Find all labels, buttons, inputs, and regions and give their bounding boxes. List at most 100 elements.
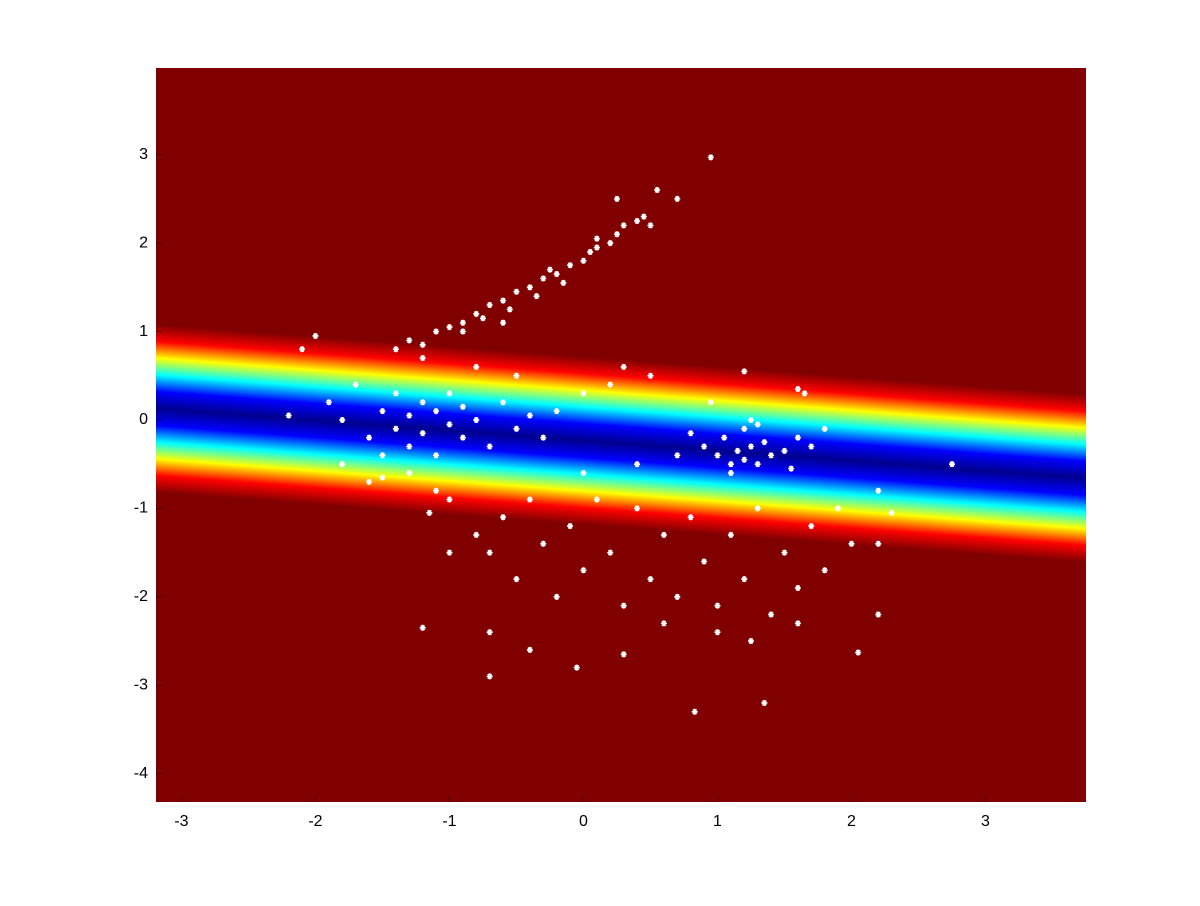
point (446, 390, 453, 397)
point (433, 487, 440, 494)
point (526, 496, 533, 503)
point (339, 416, 346, 423)
point (426, 509, 433, 516)
point (479, 315, 486, 322)
point (794, 434, 801, 441)
point (855, 649, 862, 656)
point (567, 262, 574, 269)
point (473, 363, 480, 370)
point (794, 584, 801, 591)
point (433, 408, 440, 415)
x-tick-label: 1 (713, 813, 722, 830)
point (687, 514, 694, 521)
point (687, 430, 694, 437)
point (727, 461, 734, 468)
point (634, 505, 641, 512)
point (419, 624, 426, 631)
point (406, 412, 413, 419)
point (754, 505, 761, 512)
point (647, 222, 654, 229)
point (459, 328, 466, 335)
point (526, 646, 533, 653)
point (513, 425, 520, 432)
point (473, 531, 480, 538)
point (607, 549, 614, 556)
point (526, 284, 533, 291)
point (379, 474, 386, 481)
point (593, 496, 600, 503)
point (486, 302, 493, 309)
y-tick-label: -1 (134, 500, 148, 517)
point (446, 549, 453, 556)
point (459, 403, 466, 410)
point (727, 531, 734, 538)
points (285, 154, 955, 715)
point (540, 434, 547, 441)
point (747, 638, 754, 645)
point (747, 416, 754, 423)
y-tick-label: 3 (139, 146, 148, 163)
point (366, 478, 373, 485)
point (808, 523, 815, 530)
point (312, 332, 319, 339)
point (486, 629, 493, 636)
point (406, 337, 413, 344)
point (506, 306, 513, 313)
point (406, 470, 413, 477)
point (808, 443, 815, 450)
point (513, 576, 520, 583)
point (888, 509, 895, 516)
point (660, 531, 667, 538)
point (392, 346, 399, 353)
point (721, 434, 728, 441)
point (366, 434, 373, 441)
x-tick-label: 3 (981, 813, 990, 830)
point (714, 629, 721, 636)
point (419, 355, 426, 362)
y-tick-label: 2 (139, 234, 148, 251)
point (761, 439, 768, 446)
point (691, 708, 698, 715)
point (747, 443, 754, 450)
point (560, 279, 567, 286)
y-tick-label: -4 (134, 765, 148, 782)
point (727, 470, 734, 477)
point (580, 257, 587, 264)
point (446, 421, 453, 428)
point (620, 651, 627, 658)
point (392, 390, 399, 397)
point (647, 576, 654, 583)
point (433, 452, 440, 459)
y-tick-label: -2 (134, 588, 148, 605)
point (339, 461, 346, 468)
point (513, 372, 520, 379)
point (526, 412, 533, 419)
point (473, 416, 480, 423)
point (419, 341, 426, 348)
point (546, 266, 553, 273)
point (875, 487, 882, 494)
density-band (156, 68, 1086, 802)
point (654, 187, 661, 194)
point (486, 549, 493, 556)
point (741, 425, 748, 432)
y-tick-label: 0 (139, 411, 148, 428)
point (607, 381, 614, 388)
point (620, 363, 627, 370)
point (674, 593, 681, 600)
point (553, 271, 560, 278)
point (433, 328, 440, 335)
point (593, 235, 600, 242)
point (567, 523, 574, 530)
point (714, 602, 721, 609)
point (620, 602, 627, 609)
point (707, 399, 714, 406)
point (533, 293, 540, 300)
point (761, 699, 768, 706)
y-tick-label: -3 (134, 676, 148, 693)
point (553, 593, 560, 600)
point (640, 213, 647, 220)
point (513, 288, 520, 295)
point (446, 324, 453, 331)
point (734, 447, 741, 454)
